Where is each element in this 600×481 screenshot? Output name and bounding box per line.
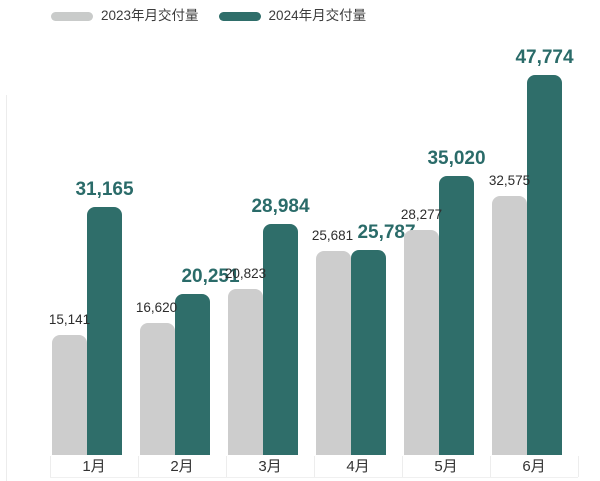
column-divider-6 xyxy=(490,456,491,477)
chart-legend: 2023年月交付量 2024年月交付量 xyxy=(51,6,366,26)
legend-swatch-2023 xyxy=(51,11,93,21)
x-axis-label-1: 1月 xyxy=(82,458,106,475)
legend-label-2023: 2023年月交付量 xyxy=(101,8,199,23)
bar-2023-6 xyxy=(492,196,527,455)
column-divider-5 xyxy=(402,456,403,477)
bar-2023-5 xyxy=(404,230,439,455)
bar-2024-1 xyxy=(87,207,122,455)
value-label-2023-6: 32,575 xyxy=(488,172,531,188)
value-label-2024-1: 31,165 xyxy=(75,179,134,200)
bar-2024-2 xyxy=(175,294,210,455)
value-label-2023-2: 16,620 xyxy=(135,299,178,315)
legend-item-2023: 2023年月交付量 xyxy=(51,6,199,26)
legend-swatch-2024 xyxy=(218,11,261,21)
bar-2023-3 xyxy=(228,289,263,455)
value-label-2023-1: 15,141 xyxy=(48,311,91,327)
bar-2023-1 xyxy=(52,335,87,455)
value-label-2024-6: 47,774 xyxy=(515,47,574,68)
x-axis-label-3: 3月 xyxy=(258,458,282,475)
bar-2024-4 xyxy=(351,250,386,455)
axis-bottom-line xyxy=(50,477,578,478)
x-axis-label-4: 4月 xyxy=(346,458,370,475)
value-label-2024-5: 35,020 xyxy=(427,148,486,169)
bar-2024-6 xyxy=(527,75,562,455)
bar-2024-3 xyxy=(263,224,298,455)
value-label-2024-4: 25,787 xyxy=(357,222,416,243)
bar-2024-5 xyxy=(439,176,474,455)
value-label-2024-2: 20,251 xyxy=(181,266,240,287)
bar-2023-4 xyxy=(316,251,351,455)
column-divider-2 xyxy=(138,456,139,477)
column-divider-4 xyxy=(314,456,315,477)
column-divider-1 xyxy=(50,456,51,477)
x-axis-label-5: 5月 xyxy=(434,458,458,475)
column-divider-7 xyxy=(578,456,579,477)
bar-2023-2 xyxy=(140,323,175,455)
value-label-2023-5: 28,277 xyxy=(400,206,443,222)
column-divider-3 xyxy=(226,456,227,477)
value-label-2024-3: 28,984 xyxy=(251,196,310,217)
card-edge-line xyxy=(6,95,7,481)
value-label-2023-3: 20,823 xyxy=(224,265,267,281)
x-axis-label-2: 2月 xyxy=(170,458,194,475)
value-label-2023-4: 25,681 xyxy=(311,227,354,243)
x-axis-label-6: 6月 xyxy=(522,458,546,475)
legend-label-2024: 2024年月交付量 xyxy=(268,8,367,23)
legend-item-2024: 2024年月交付量 xyxy=(218,6,367,26)
